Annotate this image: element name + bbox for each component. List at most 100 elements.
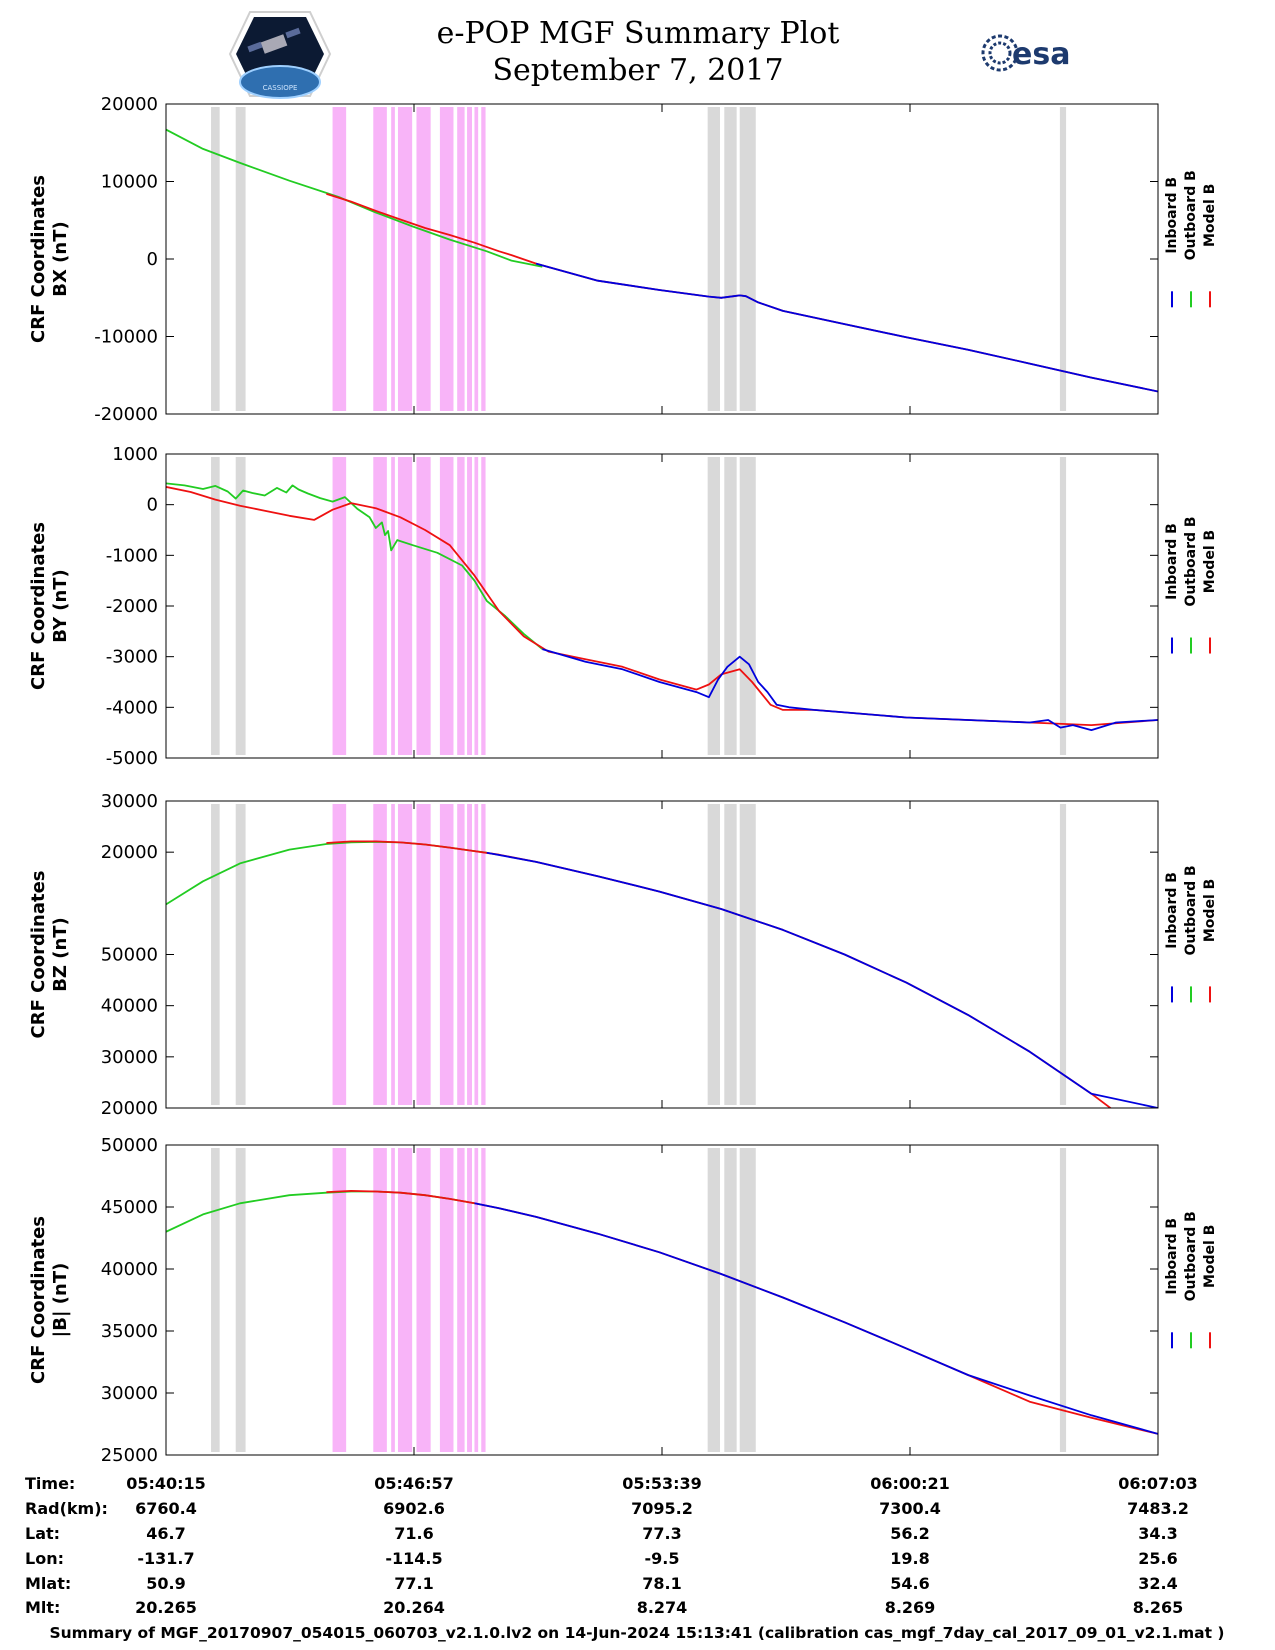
- info-cell: 7095.2: [631, 1499, 693, 1518]
- info-cell: 32.4: [1138, 1574, 1177, 1593]
- magenta-band: [391, 457, 395, 755]
- info-cell: 7483.2: [1127, 1499, 1189, 1518]
- magenta-band: [373, 107, 387, 411]
- y-tick-label: 50000: [101, 1135, 158, 1156]
- info-cell: 8.269: [885, 1598, 936, 1617]
- gray-band: [739, 1148, 756, 1452]
- info-cell: 05:53:39: [622, 1474, 702, 1493]
- magenta-band: [397, 804, 413, 1105]
- magenta-band: [467, 1148, 472, 1452]
- legend-label: Model B: [1202, 879, 1218, 942]
- magenta-band: [457, 457, 465, 755]
- gray-band: [739, 107, 756, 411]
- gray-band: [707, 1148, 720, 1452]
- info-cell: 05:40:15: [126, 1474, 206, 1493]
- esa-logo: esa: [981, 34, 1070, 72]
- gray-band: [1059, 804, 1067, 1105]
- gray-band: [235, 804, 246, 1105]
- legend: Inboard B Outboard B Model B: [1164, 170, 1218, 308]
- gray-band: [724, 804, 737, 1105]
- gray-band: [724, 107, 737, 411]
- y-tick-label: 30000: [101, 791, 158, 812]
- gray-band: [739, 804, 756, 1105]
- legend-label: Model B: [1202, 1225, 1218, 1288]
- info-cell: 06:00:21: [870, 1474, 950, 1493]
- y-tick-label: 40000: [101, 996, 158, 1017]
- svg-text:CASSIOPE: CASSIOPE: [263, 84, 298, 92]
- y-axis-label: CRF Coordinates|B| (nT): [28, 1216, 71, 1384]
- magenta-band: [481, 457, 486, 755]
- panel-1: 20000 10000 0 -10000 -20000 CRF CoordinatesBX…: [28, 94, 1218, 425]
- legend-label: Inboard B: [1164, 1218, 1180, 1295]
- magenta-band: [416, 457, 431, 755]
- series-outboard-b: [166, 128, 543, 268]
- axes-frame: [165, 1144, 1159, 1456]
- series-model-b: [166, 486, 1158, 726]
- gray-band: [235, 457, 246, 755]
- panel-4: 50000 45000 40000 35000 30000 25000 CRF Coordi…: [28, 1135, 1218, 1466]
- plot-title: e-POP MGF Summary Plot: [437, 16, 840, 51]
- info-cell: 46.7: [146, 1524, 185, 1543]
- legend: Inboard B Outboard B Model B: [1164, 516, 1218, 654]
- info-cell: 6902.6: [383, 1499, 445, 1518]
- magenta-band: [481, 107, 486, 411]
- legend-label: Inboard B: [1164, 177, 1180, 254]
- magenta-band: [467, 457, 472, 755]
- info-cell: 19.8: [890, 1549, 929, 1568]
- info-cell: 34.3: [1138, 1524, 1177, 1543]
- magenta-band: [397, 1148, 413, 1452]
- info-cell: 6760.4: [135, 1499, 197, 1518]
- svg-text:esa: esa: [1012, 37, 1070, 72]
- info-cell: 56.2: [890, 1524, 929, 1543]
- y-tick-label: 0: [147, 249, 158, 270]
- magenta-band: [391, 804, 395, 1105]
- y-axis-label: CRF CoordinatesBY (nT): [28, 522, 71, 690]
- series-outboard-b: [166, 482, 543, 650]
- magenta-band: [481, 1148, 486, 1452]
- legend-label: Inboard B: [1164, 523, 1180, 600]
- series-inboard-b: [535, 262, 1158, 393]
- magenta-band: [467, 107, 472, 411]
- gray-band: [724, 457, 737, 755]
- info-cell: 8.265: [1133, 1598, 1184, 1617]
- magenta-band: [332, 804, 347, 1105]
- magenta-band: [391, 1148, 395, 1452]
- y-tick-label: -10000: [94, 327, 158, 348]
- y-tick-label: 40000: [101, 1259, 158, 1280]
- gray-band: [724, 1148, 737, 1452]
- series-inboard-b: [486, 851, 1158, 1108]
- gray-band: [1059, 107, 1067, 411]
- gray-band: [1059, 457, 1067, 755]
- magenta-band: [474, 804, 479, 1105]
- magenta-band: [439, 804, 454, 1105]
- info-cell: 06:07:03: [1118, 1474, 1198, 1493]
- gray-band: [211, 804, 220, 1105]
- y-tick-label: 50000: [101, 945, 158, 966]
- magenta-band: [474, 457, 479, 755]
- y-tick-label: 0: [147, 495, 158, 516]
- magenta-band: [397, 457, 413, 755]
- legend: Inboard B Outboard B Model B: [1164, 1211, 1218, 1349]
- magenta-band: [467, 804, 472, 1105]
- info-row-label: Time:: [25, 1474, 75, 1493]
- legend-label: Model B: [1202, 530, 1218, 593]
- series-inboard-b: [474, 1202, 1158, 1435]
- info-cell: 8.274: [637, 1598, 688, 1617]
- magenta-band: [457, 107, 465, 411]
- gray-band: [235, 107, 246, 411]
- legend-label: Inboard B: [1164, 872, 1180, 949]
- magenta-band: [439, 1148, 454, 1452]
- y-tick-label: 35000: [101, 1321, 158, 1342]
- y-tick-label: -5000: [106, 748, 158, 769]
- y-tick-label: 45000: [101, 1197, 158, 1218]
- info-cell: 05:46:57: [374, 1474, 454, 1493]
- y-tick-label: -2000: [106, 596, 158, 617]
- legend-label: Model B: [1202, 184, 1218, 247]
- footer-caption: Summary of MGF_20170907_054015_060703_v2…: [49, 1624, 1224, 1642]
- legend-label: Outboard B: [1183, 865, 1199, 955]
- gray-band: [211, 457, 220, 755]
- info-row-label: Mlat:: [25, 1574, 71, 1593]
- info-cell: 20.265: [135, 1598, 197, 1617]
- magenta-band: [474, 107, 479, 411]
